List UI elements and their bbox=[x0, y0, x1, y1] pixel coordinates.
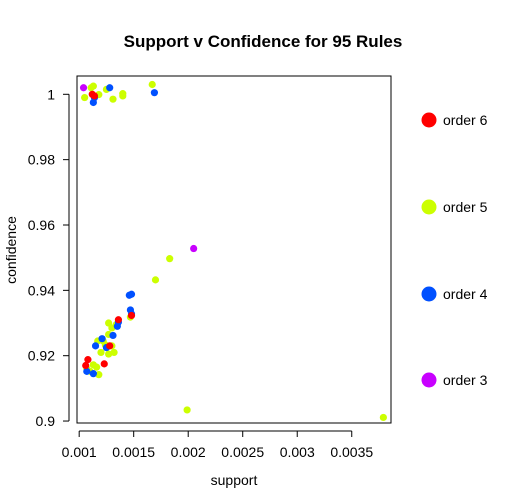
data-point bbox=[127, 290, 136, 298]
data-points bbox=[79, 80, 387, 422]
data-point bbox=[190, 244, 198, 253]
data-point bbox=[83, 367, 91, 375]
y-tick-label: 0.9 bbox=[36, 413, 56, 429]
data-point bbox=[100, 360, 108, 368]
x-tick-label: 0.002 bbox=[171, 444, 206, 460]
x-axis-title: support bbox=[211, 472, 258, 488]
y-axis-title: confidence bbox=[3, 216, 19, 284]
legend-marker bbox=[421, 286, 437, 302]
data-point bbox=[89, 82, 97, 90]
data-point bbox=[109, 95, 117, 103]
data-point bbox=[148, 80, 156, 89]
legend-label: order 4 bbox=[443, 286, 488, 302]
legend-label: order 5 bbox=[443, 199, 488, 215]
x-tick-label: 0.0035 bbox=[330, 444, 373, 460]
data-point bbox=[91, 342, 100, 350]
legend-label: order 3 bbox=[443, 372, 488, 388]
data-point bbox=[79, 84, 88, 92]
data-point bbox=[110, 348, 118, 357]
data-point bbox=[109, 331, 117, 340]
data-point bbox=[150, 89, 159, 97]
data-point bbox=[93, 363, 101, 371]
legend-label: order 6 bbox=[443, 112, 488, 128]
x-tick-label: 0.003 bbox=[280, 444, 315, 460]
x-axis: 0.001 0.0015 0.002 0.0025 0.003 0.0035 bbox=[62, 430, 373, 460]
legend-marker bbox=[421, 199, 437, 215]
data-point bbox=[183, 406, 191, 414]
x-tick-label: 0.0015 bbox=[112, 444, 155, 460]
y-tick-label: 0.96 bbox=[28, 217, 55, 233]
data-point bbox=[84, 356, 92, 364]
data-point bbox=[379, 413, 387, 422]
data-point bbox=[95, 371, 103, 379]
data-point bbox=[106, 84, 114, 92]
y-tick-label: 1 bbox=[47, 86, 55, 102]
data-point bbox=[97, 348, 105, 357]
legend-marker bbox=[421, 372, 437, 388]
data-point bbox=[105, 350, 113, 358]
legend-marker bbox=[421, 112, 437, 128]
data-point bbox=[114, 316, 123, 324]
chart-title: Support v Confidence for 95 Rules bbox=[124, 32, 403, 51]
y-tick-label: 0.94 bbox=[28, 282, 55, 298]
legend: order 6 order 5 order 4 order 3 bbox=[421, 112, 488, 388]
y-tick-label: 0.92 bbox=[28, 348, 55, 364]
data-point bbox=[81, 93, 89, 102]
data-point bbox=[89, 370, 97, 378]
y-axis: 0.9 0.92 0.94 0.96 0.98 1 bbox=[28, 86, 70, 429]
data-point bbox=[106, 342, 114, 350]
data-point bbox=[166, 255, 174, 263]
data-point bbox=[127, 311, 136, 320]
data-point bbox=[151, 276, 160, 284]
data-point bbox=[98, 335, 106, 343]
data-point bbox=[90, 92, 99, 100]
x-tick-label: 0.0025 bbox=[221, 444, 264, 460]
plot-frame bbox=[76, 75, 392, 424]
data-point bbox=[82, 361, 90, 370]
data-point bbox=[119, 92, 127, 100]
y-tick-label: 0.98 bbox=[28, 152, 55, 168]
x-tick-label: 0.001 bbox=[62, 444, 97, 460]
